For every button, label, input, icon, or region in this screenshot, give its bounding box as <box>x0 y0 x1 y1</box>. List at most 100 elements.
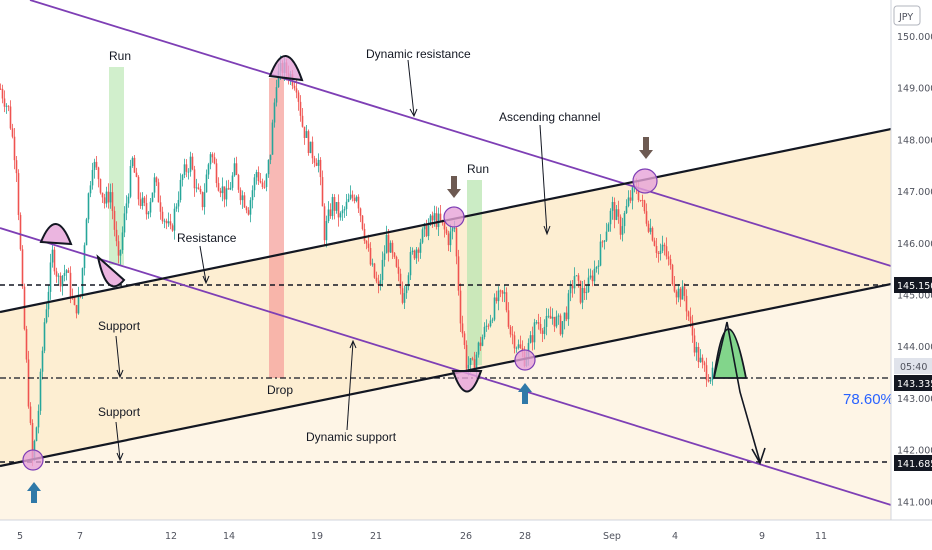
candle-body <box>617 209 620 217</box>
candle-body <box>595 266 598 269</box>
run-label-2: Run <box>467 162 489 176</box>
candle-body <box>211 154 214 158</box>
projection-path <box>713 321 761 463</box>
candle-body <box>601 241 604 243</box>
y-tick-label: 141.000 <box>897 497 932 508</box>
candle-body <box>45 309 48 323</box>
candle-body <box>593 268 596 282</box>
candle-body <box>247 210 250 215</box>
candle-body <box>301 115 304 127</box>
candle-body <box>277 71 280 88</box>
candle-body <box>705 365 708 381</box>
candle-body <box>619 216 622 235</box>
candle-body <box>531 335 534 343</box>
candle-body <box>689 316 692 322</box>
candle-body <box>357 196 360 209</box>
candle-body <box>229 187 232 190</box>
candle-body <box>243 195 246 208</box>
candle-body <box>447 233 450 246</box>
candle-body <box>667 256 670 260</box>
candle-body <box>335 202 338 211</box>
price-label-lower <box>894 455 932 471</box>
candle-body <box>305 131 308 138</box>
candle-body <box>191 156 194 170</box>
candle-body <box>355 196 358 202</box>
candle-body <box>455 228 458 257</box>
candle-body <box>539 323 542 331</box>
candle-body <box>195 187 198 189</box>
candle-body <box>577 275 580 281</box>
candle-body <box>221 186 224 194</box>
price-scale[interactable] <box>891 0 932 520</box>
candle-body <box>509 326 512 335</box>
price-label-current-text: 143.335 <box>897 379 932 390</box>
candle-body <box>435 213 438 227</box>
candle-body <box>205 174 208 193</box>
candle-body <box>69 272 72 297</box>
candle-body <box>433 213 436 221</box>
candle-body <box>507 310 510 327</box>
callout-arrow <box>115 421 121 460</box>
candle-body <box>675 291 678 298</box>
candle-body <box>467 364 470 369</box>
candle-body <box>261 182 264 187</box>
x-tick-label: 9 <box>759 531 765 542</box>
candle-body <box>163 220 166 222</box>
candle-body <box>543 326 546 334</box>
candle-body <box>219 190 222 194</box>
candle-body <box>265 174 268 188</box>
candle-body <box>411 250 414 253</box>
callout-arrow <box>116 369 124 379</box>
candle-body <box>639 200 642 201</box>
candle-body <box>323 206 326 241</box>
candle-body <box>253 177 256 191</box>
candle-body <box>439 213 442 220</box>
dynamic-support-line <box>0 227 892 506</box>
candle-body <box>11 128 14 137</box>
candle-body <box>59 275 62 287</box>
touch-circle <box>22 449 44 471</box>
candle-body <box>47 291 50 310</box>
candle-body <box>199 188 202 192</box>
candle-body <box>703 362 706 366</box>
candle-body <box>251 190 254 201</box>
currency-badge[interactable] <box>893 5 921 26</box>
candle-body <box>207 164 210 175</box>
candle-body <box>103 197 106 204</box>
ascending-channel-fill <box>0 129 891 466</box>
candle-body <box>337 202 340 218</box>
x-tick-label: 5 <box>17 531 23 542</box>
candle-body <box>177 199 180 207</box>
candle-body <box>235 163 238 176</box>
candle-body <box>421 229 424 243</box>
candle-body <box>83 245 86 269</box>
candle-body <box>259 181 262 183</box>
candle-body <box>151 192 154 202</box>
candle-body <box>311 141 314 159</box>
x-tick-label: Sep <box>603 531 621 542</box>
time-scale[interactable] <box>0 520 932 550</box>
candle-body <box>387 234 390 253</box>
y-tick-label: 144.000 <box>897 342 932 353</box>
up-arrow-icon <box>518 383 532 404</box>
candle-body <box>575 275 578 277</box>
y-tick-label: 145.000 <box>897 291 932 302</box>
candle-body <box>209 154 212 165</box>
candle-body <box>131 157 134 166</box>
candle-body <box>695 346 698 353</box>
candle-body <box>579 280 582 303</box>
x-tick-label: 7 <box>77 531 83 542</box>
run-label-1: Run <box>109 49 131 63</box>
price-label-upper-text: 145.150 <box>897 281 932 292</box>
candle-body <box>677 288 680 298</box>
price-label-upper <box>894 277 932 293</box>
candle-body <box>257 172 260 182</box>
candle-body <box>409 252 412 276</box>
candle-body <box>29 406 32 423</box>
dynamic-resistance-line <box>29 0 892 267</box>
candle-body <box>565 312 568 320</box>
candle-body <box>371 263 374 265</box>
candle-body <box>297 92 300 102</box>
candle-body <box>21 249 24 287</box>
